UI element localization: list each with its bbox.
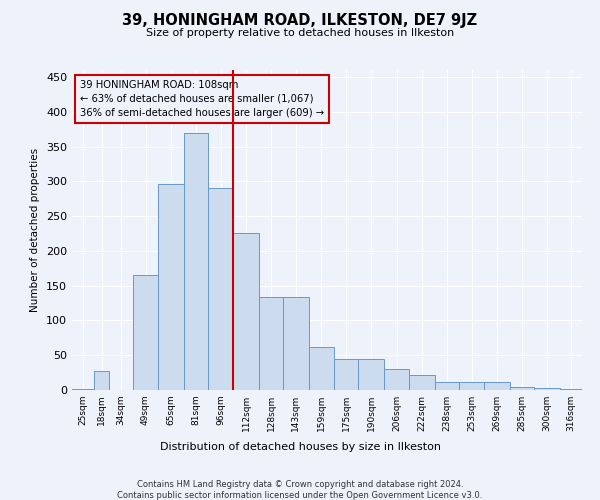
Bar bbox=[233, 234, 259, 390]
Bar bbox=[184, 132, 208, 390]
Text: Size of property relative to detached houses in Ilkeston: Size of property relative to detached ho… bbox=[146, 28, 454, 38]
Text: Contains HM Land Registry data © Crown copyright and database right 2024.: Contains HM Land Registry data © Crown c… bbox=[137, 480, 463, 489]
Bar bbox=[409, 374, 435, 390]
Text: Contains public sector information licensed under the Open Government Licence v3: Contains public sector information licen… bbox=[118, 491, 482, 500]
Bar bbox=[560, 388, 582, 390]
Text: 39 HONINGHAM ROAD: 108sqm
← 63% of detached houses are smaller (1,067)
36% of se: 39 HONINGHAM ROAD: 108sqm ← 63% of detac… bbox=[80, 80, 324, 118]
Bar bbox=[384, 369, 409, 390]
Bar bbox=[283, 298, 308, 390]
Bar bbox=[358, 360, 384, 390]
Bar bbox=[510, 386, 534, 390]
Bar bbox=[158, 184, 184, 390]
Bar bbox=[435, 382, 459, 390]
Bar bbox=[308, 347, 334, 390]
Bar bbox=[484, 382, 510, 390]
Bar bbox=[94, 370, 109, 390]
Y-axis label: Number of detached properties: Number of detached properties bbox=[31, 148, 40, 312]
Bar bbox=[334, 360, 358, 390]
Bar bbox=[259, 298, 283, 390]
Bar bbox=[534, 388, 560, 390]
Bar bbox=[208, 188, 233, 390]
Text: 39, HONINGHAM ROAD, ILKESTON, DE7 9JZ: 39, HONINGHAM ROAD, ILKESTON, DE7 9JZ bbox=[122, 12, 478, 28]
Bar bbox=[459, 382, 484, 390]
Bar bbox=[133, 275, 158, 390]
Text: Distribution of detached houses by size in Ilkeston: Distribution of detached houses by size … bbox=[160, 442, 440, 452]
